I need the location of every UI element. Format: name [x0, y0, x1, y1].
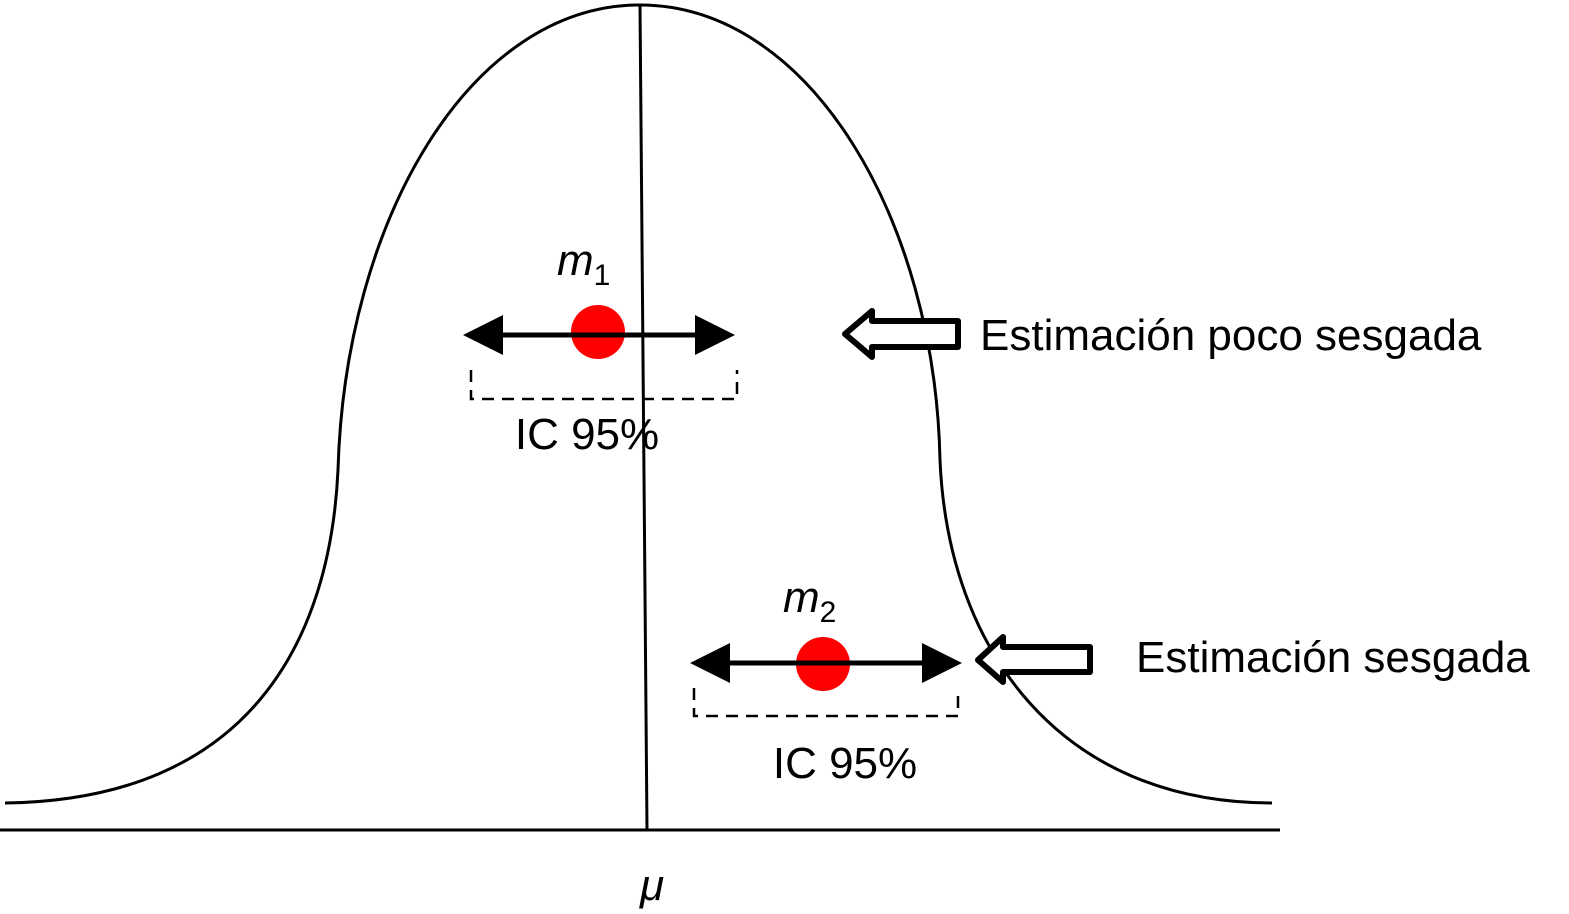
mean-line: [638, 4, 649, 831]
estimate-2: m2 IC 95% Estimación sesgada: [690, 573, 1530, 788]
m1-label: m1: [557, 236, 610, 292]
m2-label: m2: [783, 573, 836, 629]
point-estimate-m1: [571, 305, 625, 359]
ci-bracket-m2: [692, 688, 960, 718]
annotation-m2: Estimación sesgada: [1136, 633, 1530, 682]
mu-label: μ: [639, 861, 664, 910]
hollow-arrow-icon: [975, 634, 1093, 685]
annotation-m1: Estimación poco sesgada: [980, 311, 1482, 360]
estimate-1: m1 IC 95% Estimación poco sesgada: [463, 236, 1482, 459]
hollow-arrow-icon: [842, 308, 961, 360]
ci-label-m1: IC 95%: [515, 410, 659, 459]
normal-curve: [4, 3, 1273, 805]
ci-label-m2: IC 95%: [773, 739, 917, 788]
ci-bracket-m1: [469, 370, 739, 401]
